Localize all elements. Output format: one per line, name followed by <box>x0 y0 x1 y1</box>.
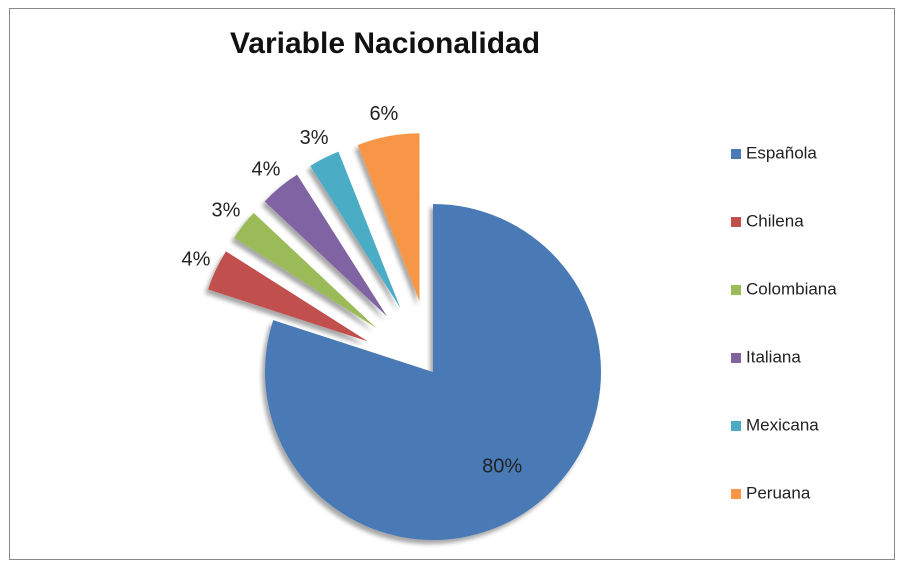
legend-label: Mexicana <box>746 415 819 434</box>
legend-label: Italiana <box>746 347 801 366</box>
legend-label: Chilena <box>746 211 804 230</box>
data-label: 4% <box>252 158 281 180</box>
legend-swatch <box>731 149 741 159</box>
pie-slice <box>234 212 377 328</box>
pie <box>208 133 601 540</box>
chart-title: Variable Nacionalidad <box>230 27 540 60</box>
data-label: 80% <box>482 455 522 477</box>
legend-label: Peruana <box>746 483 811 502</box>
data-label: 3% <box>300 127 329 149</box>
pie-slice <box>208 251 368 342</box>
legend-swatch <box>731 353 741 363</box>
pie-slice <box>310 151 401 308</box>
pie-slice <box>264 174 388 317</box>
legend-label: Colombiana <box>746 279 837 298</box>
legend-swatch <box>731 217 741 227</box>
legend-swatch <box>731 285 741 295</box>
data-label: 3% <box>212 200 241 222</box>
data-label: 6% <box>369 103 398 125</box>
legend-swatch <box>731 421 741 431</box>
legend-label: Española <box>746 143 817 162</box>
pie-slice <box>264 204 601 540</box>
data-label: 4% <box>181 249 210 271</box>
legend-swatch <box>731 489 741 499</box>
pie-slice <box>357 133 420 302</box>
